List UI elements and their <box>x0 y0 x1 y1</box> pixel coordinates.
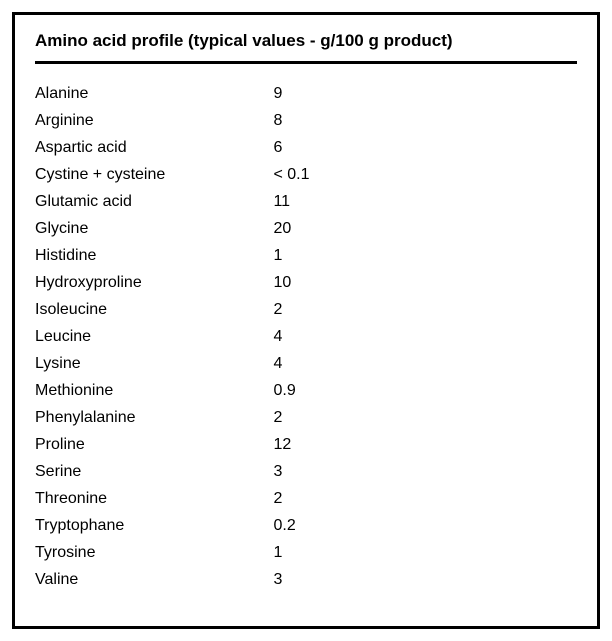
amino-acid-value: 1 <box>273 242 577 269</box>
amino-acid-name: Leucine <box>35 323 273 350</box>
table-row: Valine3 <box>35 566 577 593</box>
amino-acid-name: Isoleucine <box>35 296 273 323</box>
table-row: Proline12 <box>35 431 577 458</box>
amino-acid-name: Proline <box>35 431 273 458</box>
table-row: Arginine8 <box>35 107 577 134</box>
amino-acid-value: 20 <box>273 215 577 242</box>
amino-acid-name: Tyrosine <box>35 539 273 566</box>
amino-acid-name: Histidine <box>35 242 273 269</box>
amino-acid-value: 4 <box>273 323 577 350</box>
table-row: Glutamic acid11 <box>35 188 577 215</box>
table-row: Glycine20 <box>35 215 577 242</box>
table-row: Methionine0.9 <box>35 377 577 404</box>
table-row: Histidine1 <box>35 242 577 269</box>
table-row: Hydroxyproline10 <box>35 269 577 296</box>
amino-acid-name: Alanine <box>35 80 273 107</box>
table-row: Threonine2 <box>35 485 577 512</box>
amino-acid-name: Glycine <box>35 215 273 242</box>
amino-acid-name: Glutamic acid <box>35 188 273 215</box>
amino-acid-name: Phenylalanine <box>35 404 273 431</box>
amino-acid-value: 2 <box>273 296 577 323</box>
amino-acid-value: 10 <box>273 269 577 296</box>
amino-acid-name: Valine <box>35 566 273 593</box>
amino-acid-table: Alanine9Arginine8Aspartic acid6Cystine +… <box>35 80 577 593</box>
amino-acid-value: 11 <box>273 188 577 215</box>
amino-acid-value: 1 <box>273 539 577 566</box>
amino-acid-name: Aspartic acid <box>35 134 273 161</box>
amino-acid-value: 4 <box>273 350 577 377</box>
amino-acid-name: Lysine <box>35 350 273 377</box>
table-row: Cystine + cysteine< 0.1 <box>35 161 577 188</box>
amino-acid-name: Methionine <box>35 377 273 404</box>
amino-acid-panel: Amino acid profile (typical values - g/1… <box>12 12 600 629</box>
table-row: Tryptophane0.2 <box>35 512 577 539</box>
table-row: Alanine9 <box>35 80 577 107</box>
table-row: Aspartic acid6 <box>35 134 577 161</box>
amino-acid-name: Arginine <box>35 107 273 134</box>
amino-acid-value: 2 <box>273 485 577 512</box>
table-row: Isoleucine2 <box>35 296 577 323</box>
amino-acid-value: 2 <box>273 404 577 431</box>
amino-acid-name: Tryptophane <box>35 512 273 539</box>
amino-acid-value: < 0.1 <box>273 161 577 188</box>
amino-acid-value: 9 <box>273 80 577 107</box>
amino-acid-value: 0.9 <box>273 377 577 404</box>
table-row: Phenylalanine2 <box>35 404 577 431</box>
amino-acid-value: 3 <box>273 566 577 593</box>
table-row: Lysine4 <box>35 350 577 377</box>
amino-acid-name: Serine <box>35 458 273 485</box>
amino-acid-value: 6 <box>273 134 577 161</box>
amino-acid-value: 3 <box>273 458 577 485</box>
amino-acid-value: 12 <box>273 431 577 458</box>
table-row: Leucine4 <box>35 323 577 350</box>
table-row: Tyrosine1 <box>35 539 577 566</box>
amino-acid-name: Threonine <box>35 485 273 512</box>
amino-acid-name: Hydroxyproline <box>35 269 273 296</box>
amino-acid-name: Cystine + cysteine <box>35 161 273 188</box>
panel-title: Amino acid profile (typical values - g/1… <box>35 31 577 64</box>
amino-acid-value: 8 <box>273 107 577 134</box>
table-row: Serine3 <box>35 458 577 485</box>
amino-acid-value: 0.2 <box>273 512 577 539</box>
